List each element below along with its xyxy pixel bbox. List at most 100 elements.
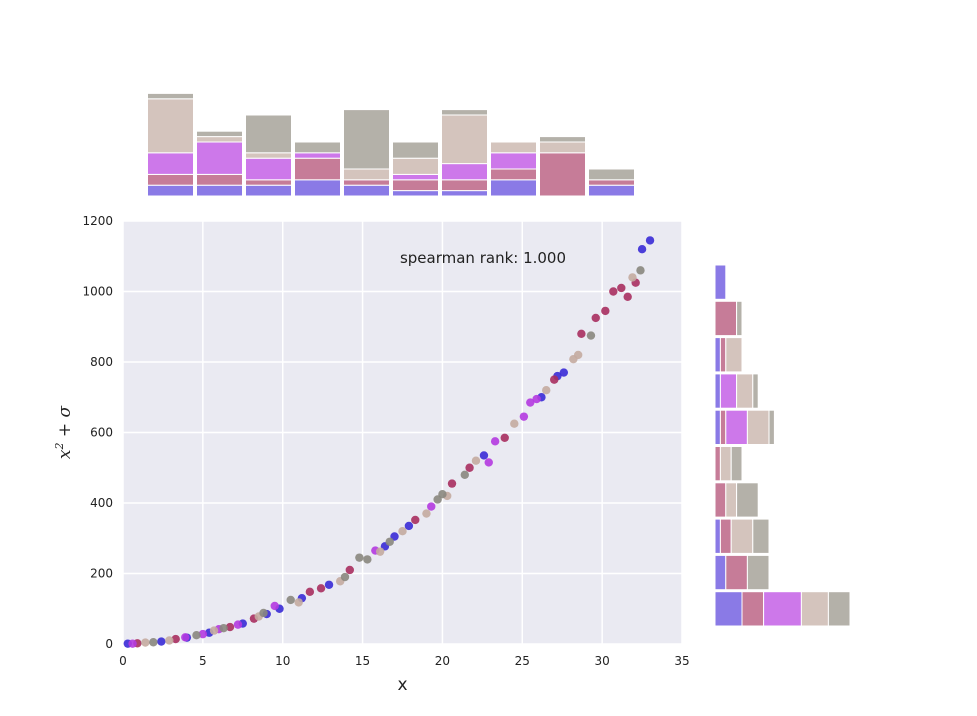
x-tick-label: 30 <box>595 654 610 668</box>
x-tick-label: 25 <box>515 654 530 668</box>
scatter-point <box>149 638 158 647</box>
top-hist-bar <box>196 130 243 138</box>
right-hist-bar <box>746 554 770 591</box>
top-hist-bar <box>245 157 292 181</box>
top-hist-bar <box>196 184 243 197</box>
right-hist-bar <box>741 591 765 627</box>
scatter-point <box>340 572 350 582</box>
top-hist-bar <box>147 184 194 197</box>
scatter-point <box>181 633 190 642</box>
scatter-point <box>192 630 201 640</box>
scatter-point <box>286 595 295 605</box>
y-tick-label: 600 <box>90 426 113 440</box>
right-hist-bar <box>714 446 721 482</box>
right-hist-bar <box>736 482 759 518</box>
scatter-point <box>324 580 334 589</box>
scatter-point <box>510 419 519 428</box>
top-hist-bar <box>441 190 488 197</box>
top-hist-bar <box>294 157 341 181</box>
right-hist-bar <box>719 337 727 373</box>
scatter-point <box>637 245 647 254</box>
y-tick-labels: 0 200 400 600 800 1000 1200 <box>82 214 113 651</box>
top-hist-bar <box>441 179 488 192</box>
top-hist-bar <box>196 141 243 175</box>
top-hist-bar <box>245 179 292 186</box>
right-hist-bar <box>730 446 743 482</box>
top-hist-bar <box>588 168 635 181</box>
right-hist-bar <box>725 409 748 446</box>
right-hist-bar <box>752 373 759 409</box>
right-hist-bar <box>725 554 748 591</box>
x-tick-label: 35 <box>674 654 689 668</box>
top-hist-bar <box>490 141 537 154</box>
scatter-point <box>157 637 166 646</box>
y-tick-label: 1000 <box>82 285 113 299</box>
scatter-point <box>519 412 529 421</box>
right-hist-bar <box>714 518 721 554</box>
scatter-point <box>460 470 469 479</box>
right-hist-bar <box>714 300 738 337</box>
top-hist-bar <box>588 179 635 186</box>
right-hist-bar <box>746 409 770 446</box>
scatter-point <box>259 608 268 618</box>
scatter-point <box>411 515 420 525</box>
scatter-point <box>573 350 583 360</box>
top-hist-bar <box>490 152 537 170</box>
top-hist-bar <box>245 152 292 159</box>
scatter-point <box>385 537 394 546</box>
scatter-point <box>209 626 219 635</box>
scatter-point <box>645 236 655 245</box>
y-tick-label: 400 <box>90 496 113 510</box>
y-axis-label-sup: 2 <box>53 443 66 451</box>
svg-text:x2 + σ: x2 + σ <box>53 405 75 459</box>
scatter-point <box>484 458 493 467</box>
top-hist-bar <box>490 168 537 181</box>
scatter-point <box>586 331 596 340</box>
right-hist-bar <box>714 591 743 627</box>
scatter-point <box>294 598 303 607</box>
right-hist-bar <box>719 518 732 554</box>
right-hist-bar <box>719 373 738 409</box>
top-hist-bar <box>147 152 194 175</box>
y-axis-label: x2 + σ <box>53 405 75 459</box>
scatter-point <box>636 266 645 275</box>
x-tick-label: 10 <box>275 654 290 668</box>
scatter-point <box>500 433 509 442</box>
x-tick-label: 0 <box>119 654 127 668</box>
scatter-point <box>219 623 228 633</box>
scatter-point <box>270 601 279 611</box>
top-hist-bar <box>245 184 292 197</box>
top-hist-bar <box>441 109 488 116</box>
right-hist-bar <box>714 373 721 409</box>
y-tick-label: 0 <box>105 637 113 651</box>
scatter-point <box>171 634 180 644</box>
y-tick-label: 800 <box>90 355 113 369</box>
x-tick-label: 20 <box>435 654 450 668</box>
scatter-point <box>225 622 235 632</box>
scatter-point <box>438 489 447 499</box>
scatter-point <box>128 639 137 648</box>
top-hist-bar <box>294 141 341 154</box>
scatter-point <box>345 565 354 575</box>
top-hist-bar <box>343 184 390 197</box>
scatter-point <box>577 329 586 338</box>
scatter-point <box>471 456 481 465</box>
top-hist-bar <box>147 92 194 100</box>
right-hist-bar <box>725 337 743 373</box>
top-hist-bar <box>392 190 439 197</box>
scatter-point <box>609 287 618 296</box>
right-hist-bar <box>714 482 727 518</box>
right-hist-bar <box>768 409 775 446</box>
top-hist-bar <box>343 168 390 181</box>
top-hist-bar <box>392 141 439 159</box>
scatter-point <box>404 521 414 531</box>
scatter-point <box>422 509 431 518</box>
right-hist-bar <box>714 554 727 591</box>
top-hist-bar <box>441 163 488 181</box>
x-tick-label: 15 <box>355 654 370 668</box>
top-hist-bar <box>392 173 439 181</box>
scatter-point <box>623 292 632 301</box>
x-tick-labels: 0 5 10 15 20 25 30 35 <box>119 654 689 668</box>
top-marginal-histogram <box>147 92 635 197</box>
